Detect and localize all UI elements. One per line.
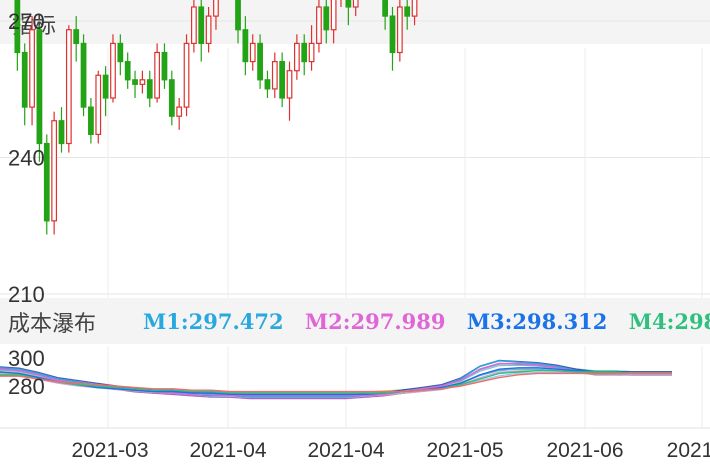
x-tick-label: 2021-05 — [426, 439, 503, 462]
x-tick-label: 2021-06 — [546, 439, 623, 462]
sub-panel-header — [0, 298, 710, 344]
series-line-m4 — [0, 369, 672, 394]
candle-body — [73, 29, 80, 44]
candle-body — [154, 51, 160, 99]
waterfall-line — [0, 359, 672, 396]
waterfall-line — [0, 371, 672, 393]
candle-body — [389, 15, 396, 54]
y-tick-label: 300 — [8, 346, 45, 371]
candle-body — [51, 120, 58, 222]
candle-body — [65, 29, 72, 145]
candle-body — [345, 0, 352, 8]
y-tick-label: 240 — [8, 146, 45, 171]
candle-body — [176, 106, 183, 117]
candle-body — [308, 42, 315, 63]
candle-body — [330, 0, 337, 31]
candle-body — [271, 60, 278, 90]
candle-body — [404, 6, 411, 17]
candle-body — [235, 0, 241, 31]
x-tick-label: 2021-03 — [71, 439, 148, 462]
candle-body — [29, 29, 35, 108]
candle-body — [249, 42, 256, 63]
candle-body — [301, 42, 308, 63]
candle-body — [95, 74, 102, 136]
candle-body — [286, 70, 293, 99]
candle-body — [396, 6, 403, 54]
candle-body — [242, 29, 249, 63]
candle-body — [205, 15, 212, 44]
sub-panel-title: 成本瀑布 — [8, 312, 97, 337]
candle-body — [183, 42, 190, 108]
candle-body — [21, 51, 28, 108]
candle-body — [316, 6, 322, 45]
candle-body — [80, 42, 87, 108]
x-tick-label: 2021-04 — [307, 439, 384, 462]
y-tick-label: 280 — [8, 374, 45, 399]
candle-body — [117, 42, 124, 63]
candle-body — [213, 0, 219, 17]
candle-body — [139, 79, 146, 85]
candle-body — [161, 51, 168, 81]
candle-body — [323, 6, 330, 31]
series-line-m5 — [0, 372, 672, 393]
x-tick-label: 2021-04 — [189, 439, 266, 462]
legend-item-m1: M1:297.472 — [143, 309, 284, 334]
candle-body — [58, 120, 65, 145]
candle-body — [293, 42, 300, 72]
candle-body — [257, 42, 263, 81]
candle-body — [132, 79, 138, 85]
candle-body — [14, 0, 21, 54]
y-tick-label: 270 — [8, 9, 45, 34]
candle-body — [110, 42, 116, 99]
legend-item-m2: M2:297.989 — [304, 309, 446, 334]
candle-body — [146, 79, 153, 99]
candle-body — [198, 6, 205, 45]
legend-item-m3: M3:298.312 — [466, 309, 608, 334]
candle-body — [279, 60, 286, 99]
candle-body — [191, 6, 197, 45]
candle-body — [264, 79, 271, 90]
series-line-m3 — [0, 367, 672, 396]
legend-item-m4: M4:298.401 — [628, 309, 710, 334]
candle-body — [88, 106, 94, 135]
candle-body — [43, 142, 50, 222]
candle-body — [36, 29, 43, 145]
x-tick-label: 2021 — [667, 439, 710, 462]
y-tick-label: 210 — [8, 282, 45, 307]
candle-body — [411, 0, 418, 17]
candle-body — [124, 60, 131, 81]
candle-body — [168, 79, 175, 117]
candle-body — [352, 0, 359, 8]
candle-body — [382, 0, 389, 17]
candle-body — [102, 74, 109, 99]
legend: M1:297.472 M2:297.989 M3:298.312 M4:298.… — [143, 309, 710, 334]
